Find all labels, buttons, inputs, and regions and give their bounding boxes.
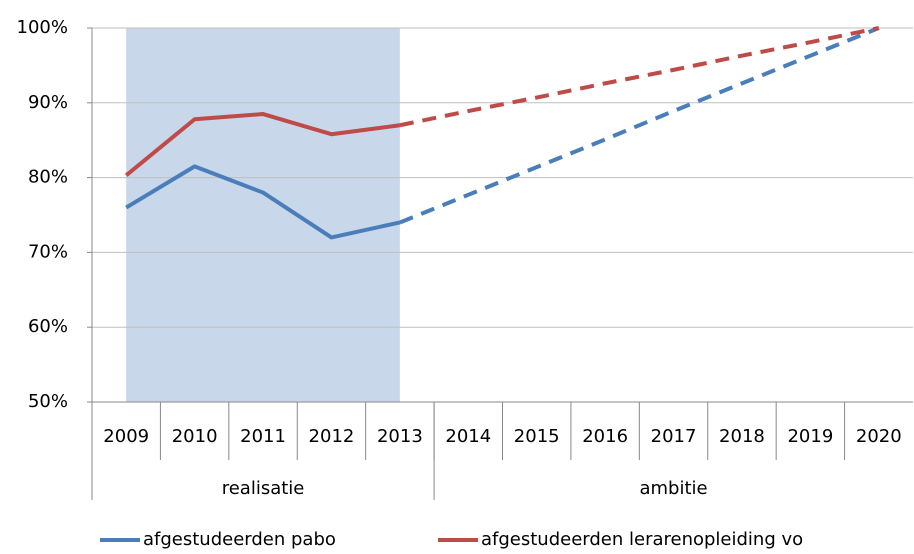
x-tick-label: 2016	[582, 426, 628, 447]
x-tick-label: 2017	[651, 426, 697, 447]
series-line	[124, 112, 401, 177]
legend-label: afgestudeerden lerarenopleiding vo	[481, 529, 803, 550]
legend-label: afgestudeerden pabo	[143, 529, 336, 550]
group-label: ambitie	[639, 478, 707, 499]
y-tick-label: 90%	[28, 92, 68, 113]
x-tick-label: 2009	[103, 426, 149, 447]
series-line-dashed	[399, 26, 880, 225]
x-tick-label: 2015	[514, 426, 560, 447]
y-tick-label: 100%	[17, 17, 68, 38]
y-tick-label: 80%	[28, 167, 68, 188]
y-tick-label: 50%	[28, 391, 68, 412]
group-label: realisatie	[222, 478, 305, 499]
series-line-dashed	[399, 26, 880, 128]
x-tick-label: 2010	[172, 426, 218, 447]
x-tick-label: 2014	[445, 426, 491, 447]
x-tick-label: 2012	[309, 426, 355, 447]
x-tick-label: 2019	[787, 426, 833, 447]
y-tick-label: 60%	[28, 316, 68, 337]
series-line	[125, 164, 401, 240]
x-tick-label: 2018	[719, 426, 765, 447]
y-tick-label: 70%	[28, 241, 68, 262]
highlight-area	[126, 28, 400, 402]
x-tick-label: 2020	[856, 426, 902, 447]
x-tick-label: 2011	[240, 426, 286, 447]
x-tick-label: 2013	[377, 426, 423, 447]
